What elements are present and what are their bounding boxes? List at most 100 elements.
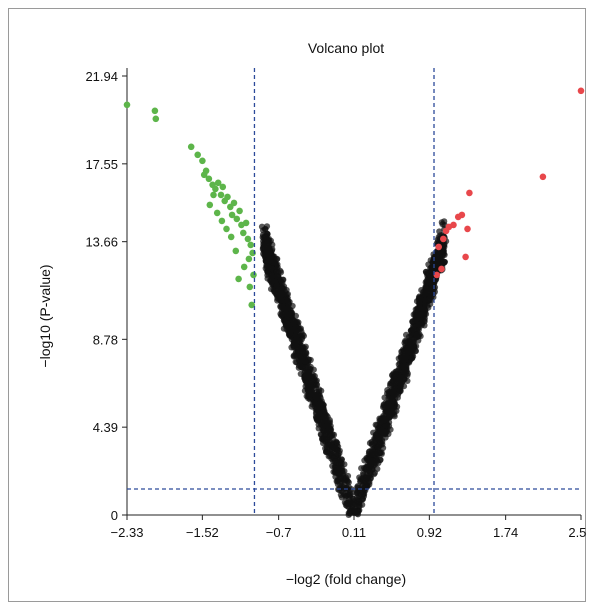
- ns-point: [347, 507, 355, 514]
- ns-point: [417, 305, 424, 312]
- ns-point: [410, 326, 417, 333]
- ns-point: [400, 368, 407, 375]
- ns-point: [360, 491, 367, 498]
- data-point: [236, 207, 243, 215]
- ns-point: [369, 466, 376, 473]
- ns-point: [337, 474, 344, 481]
- ns-point: [416, 300, 423, 307]
- ns-point: [415, 311, 422, 318]
- ns-point: [366, 440, 374, 447]
- data-point: [123, 101, 131, 109]
- x-tick-label: 0.11: [342, 525, 366, 540]
- ns-point: [268, 286, 275, 293]
- ns-point: [364, 467, 371, 474]
- ns-point: [295, 347, 302, 354]
- ns-point: [273, 268, 280, 275]
- ns-point: [439, 252, 446, 259]
- ns-point: [401, 356, 409, 363]
- ns-point: [423, 285, 430, 292]
- data-point: [187, 143, 195, 151]
- ns-point: [306, 396, 314, 403]
- data-point: [248, 301, 255, 309]
- ns-point: [360, 485, 367, 492]
- ns-point: [386, 414, 393, 421]
- ns-point: [392, 370, 399, 377]
- data-point: [214, 179, 222, 187]
- ns-point: [263, 223, 271, 230]
- ns-point: [394, 403, 401, 410]
- ns-point: [384, 387, 391, 394]
- data-point: [442, 227, 450, 235]
- ns-point: [336, 447, 343, 454]
- ns-point: [373, 456, 380, 463]
- x-tick-label: 1.74: [493, 525, 518, 540]
- ns-point: [383, 407, 391, 414]
- ns-point: [311, 392, 318, 399]
- ns-point: [425, 296, 432, 303]
- ns-point: [258, 223, 266, 230]
- ns-point: [321, 407, 328, 414]
- data-point: [440, 235, 447, 243]
- ns-point: [285, 301, 292, 308]
- ns-point: [436, 228, 443, 235]
- ns-point: [302, 350, 309, 357]
- ns-point: [273, 282, 280, 289]
- ns-point: [326, 433, 333, 440]
- ns-point: [370, 471, 378, 478]
- ns-point: [380, 401, 387, 408]
- ns-point: [401, 351, 408, 358]
- ns-point: [396, 387, 403, 394]
- ns-point: [320, 413, 327, 420]
- y-axis-label: −log10 (P-value): [37, 264, 53, 367]
- x-tick-label: −0.7: [266, 525, 292, 540]
- ns-point: [289, 315, 296, 323]
- ns-point: [310, 372, 317, 379]
- data-point: [218, 217, 226, 225]
- ns-point: [415, 321, 423, 328]
- data-point: [228, 211, 236, 219]
- ns-point: [334, 440, 341, 447]
- ns-point: [262, 257, 269, 265]
- ns-point: [405, 333, 413, 340]
- ns-point: [402, 362, 409, 369]
- series-down-regulated: [123, 101, 257, 309]
- ns-point: [409, 318, 416, 325]
- series-non-significant: [258, 218, 450, 518]
- data-point: [232, 247, 240, 255]
- ns-point: [413, 331, 420, 338]
- ns-point: [288, 336, 295, 343]
- ns-point: [431, 260, 438, 267]
- x-tick-label: 2.55: [568, 525, 587, 540]
- ns-point: [325, 424, 332, 431]
- plot-area: −2.33 −1.52 −0.7 0.11 0.92 1.74 2.55 0 4.39 8.78 1…: [85, 68, 587, 540]
- y-tick-label: 13.66: [85, 235, 118, 250]
- ns-point: [338, 460, 345, 467]
- ns-point: [385, 395, 392, 402]
- ns-point: [302, 364, 310, 371]
- y-tick-label: 0: [111, 508, 118, 523]
- data-point: [466, 189, 473, 197]
- ns-point: [374, 465, 381, 472]
- ns-point: [378, 416, 385, 423]
- ns-point: [383, 422, 391, 429]
- data-point: [539, 173, 547, 181]
- data-point: [435, 243, 443, 251]
- ns-point: [431, 288, 438, 295]
- ns-point: [380, 428, 387, 435]
- ns-point: [299, 343, 306, 350]
- ns-point: [343, 500, 350, 507]
- ns-point: [313, 381, 321, 388]
- data-point: [246, 283, 254, 291]
- ns-point: [277, 303, 284, 310]
- ns-point: [342, 474, 349, 481]
- ns-point: [389, 389, 396, 396]
- y-tick-label: 17.55: [85, 157, 118, 172]
- data-point: [200, 171, 208, 179]
- ns-point: [323, 443, 330, 450]
- ns-point: [281, 305, 289, 312]
- y-tick-label: 4.39: [93, 420, 118, 435]
- x-axis-label: −log2 (fold change): [286, 571, 406, 587]
- data-point: [245, 255, 253, 263]
- ns-point: [304, 384, 311, 391]
- ns-point: [331, 455, 338, 462]
